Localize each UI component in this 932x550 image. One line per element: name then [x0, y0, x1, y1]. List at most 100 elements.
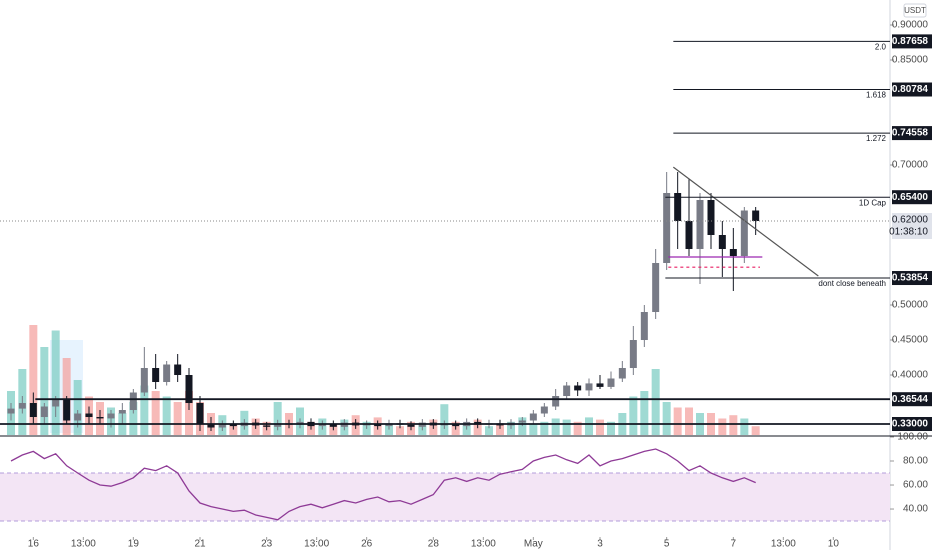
x-tick-label: May — [524, 539, 543, 550]
volume-bar — [173, 402, 182, 435]
level-badge — [892, 271, 932, 286]
volume-bar — [29, 325, 38, 435]
candle-body — [574, 385, 582, 391]
volume-bar — [440, 404, 449, 435]
candle-body — [74, 413, 82, 421]
volume-bar — [651, 369, 660, 435]
candle-body — [629, 340, 637, 369]
y-tick-label: 0.45000 — [892, 335, 929, 346]
candle-body — [696, 199, 704, 250]
level-badge — [892, 417, 932, 432]
candle-body — [718, 235, 726, 250]
volume-bar — [562, 419, 571, 435]
candle-body — [185, 375, 193, 404]
level-label: 0.65400 — [892, 192, 929, 203]
level-badge — [892, 392, 932, 407]
candle-body — [652, 263, 660, 313]
x-tick-label: 10 — [828, 539, 840, 550]
candle-body — [196, 403, 204, 425]
volume-bar — [629, 396, 638, 435]
x-tick-label: 5 — [664, 539, 670, 550]
volume-bar — [51, 330, 60, 435]
candle-body — [707, 199, 715, 236]
price-badge — [892, 213, 932, 240]
volume-bar — [485, 426, 493, 435]
candle-body — [740, 210, 748, 257]
countdown: 01:38:10 — [889, 227, 928, 238]
candle-body — [529, 413, 537, 421]
candle-body — [452, 424, 460, 427]
x-tick-label: 21 — [194, 539, 206, 550]
candle-body — [263, 425, 271, 427]
y-tick-label: 0.90000 — [892, 20, 929, 31]
candle-body — [207, 424, 215, 428]
candle-body — [274, 423, 282, 427]
trend-line — [672, 166, 819, 277]
candle-body — [374, 424, 382, 427]
volume-bar — [73, 380, 82, 435]
candle-body — [607, 378, 615, 387]
volume-bar — [673, 407, 682, 435]
x-tick-label: 23 — [261, 539, 273, 550]
candle-body — [618, 368, 626, 379]
volume-bar — [518, 417, 527, 435]
x-tick-label: 13:00 — [304, 539, 329, 550]
rsi-band — [0, 473, 890, 522]
candle-body — [663, 192, 671, 264]
volume-bar — [662, 402, 671, 435]
volume-bar — [140, 385, 149, 435]
candle-body — [752, 210, 760, 222]
candle-body — [685, 221, 693, 250]
candle-body — [518, 420, 526, 423]
candle-body — [640, 312, 648, 341]
candle-body — [407, 424, 415, 427]
price-label: 0.62000 — [892, 215, 929, 226]
currency-badge[interactable] — [903, 3, 927, 18]
volume-bar — [162, 396, 171, 435]
level-note: 1.618 — [866, 91, 887, 100]
candle-body — [585, 383, 593, 391]
rsi-line — [10, 448, 756, 521]
level-badge — [892, 82, 932, 97]
candle-body — [96, 417, 104, 419]
level-note: 2.0 — [875, 42, 887, 51]
candle-body — [18, 403, 26, 409]
level-note: 1.272 — [866, 134, 887, 143]
candle-body — [85, 413, 93, 418]
candle-body — [596, 383, 604, 387]
rsi-tick-label: 40.00 — [903, 504, 928, 515]
candle-body — [40, 406, 48, 418]
x-tick-label: 26 — [361, 539, 373, 550]
volume-bar — [596, 419, 604, 435]
volume-bar — [151, 391, 160, 435]
level-badge — [892, 126, 932, 141]
candle-body — [63, 399, 71, 421]
volume-bar — [185, 391, 193, 435]
candle-body — [174, 364, 182, 376]
candle-body — [540, 406, 548, 414]
x-tick-label: 13:00 — [71, 539, 96, 550]
candle-body — [118, 410, 126, 414]
volume-bar — [640, 391, 649, 435]
level-label: 0.74558 — [892, 128, 929, 139]
volume-bar — [585, 417, 593, 435]
x-tick-label: 3 — [597, 539, 603, 550]
rsi-tick-label: 100.00 — [897, 432, 928, 443]
volume-bar — [718, 418, 727, 435]
volume-bar — [496, 424, 504, 435]
volume-bar — [273, 402, 282, 435]
candle-body — [163, 364, 171, 383]
level-note: dont close beneath — [818, 279, 886, 288]
candle-body — [129, 392, 137, 411]
x-tick-label: 16 — [28, 539, 40, 550]
x-tick-label: 28 — [428, 539, 440, 550]
candle-body — [152, 368, 160, 383]
candle-body — [729, 249, 737, 257]
candle-body — [140, 368, 148, 393]
candle-body — [552, 396, 560, 407]
volume-bar — [551, 418, 560, 435]
y-tick-label: 0.40000 — [892, 370, 929, 381]
currency: USDT — [904, 6, 926, 15]
x-tick-label: 19 — [128, 539, 140, 550]
